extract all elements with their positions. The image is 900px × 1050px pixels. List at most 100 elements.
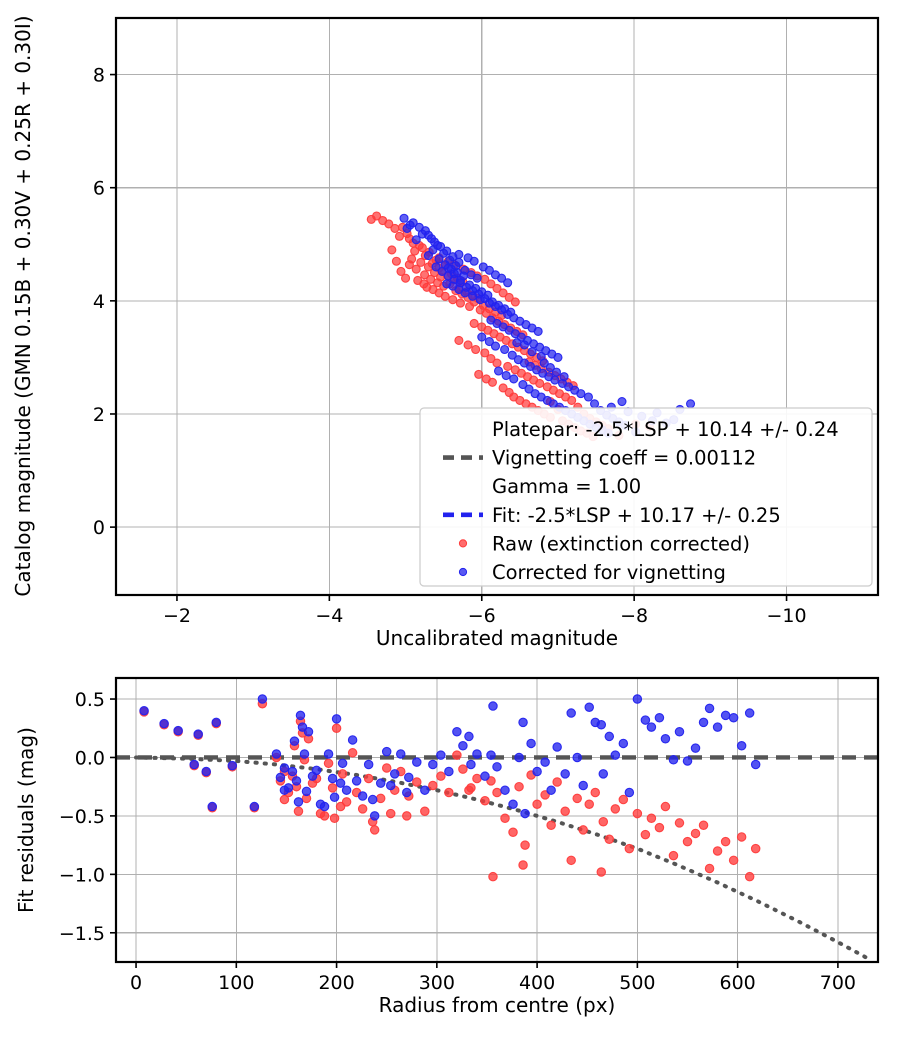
residuals-x-axis-title: Radius from centre (px) xyxy=(379,993,616,1017)
data-point xyxy=(428,759,438,770)
data-point xyxy=(500,813,510,823)
data-point xyxy=(501,370,511,381)
x-tick-label: 0 xyxy=(130,972,142,994)
data-point xyxy=(660,734,671,744)
calibration-data-layer xyxy=(366,211,696,442)
data-point xyxy=(402,787,412,798)
data-point xyxy=(533,326,543,336)
data-point xyxy=(420,785,430,795)
data-point xyxy=(632,694,643,704)
data-point xyxy=(668,850,679,861)
data-point xyxy=(436,771,446,781)
residuals-tick-marks xyxy=(110,698,839,968)
data-point xyxy=(492,358,502,368)
data-point xyxy=(440,291,450,301)
data-point xyxy=(419,279,429,289)
data-point xyxy=(492,283,502,293)
y-tick-label: −1.0 xyxy=(59,864,105,886)
residuals-tick-labels: 0 100 200 300 400 500 600 700 0.5 0.0 −0.5 −1.0 −1.5 xyxy=(59,689,856,994)
data-point xyxy=(319,811,330,821)
data-point xyxy=(381,746,392,757)
data-point xyxy=(508,799,518,809)
data-point xyxy=(646,813,657,823)
y-tick-label: 0.0 xyxy=(75,747,105,769)
data-point xyxy=(560,806,570,816)
data-point xyxy=(720,710,731,721)
data-point xyxy=(411,235,421,245)
data-point xyxy=(303,727,314,737)
data-point xyxy=(472,773,482,784)
data-point xyxy=(399,213,409,223)
data-point xyxy=(640,715,651,725)
data-point xyxy=(193,729,203,739)
data-point xyxy=(369,811,380,821)
calibration-legend[interactable]: Platepar: -2.5*LSP + 10.14 +/- 0.24 Vigne… xyxy=(419,407,873,587)
data-point xyxy=(490,341,501,351)
x-tick-label: 700 xyxy=(820,972,856,994)
x-tick-label: 400 xyxy=(519,972,555,994)
data-point xyxy=(498,383,508,393)
data-point xyxy=(465,301,475,312)
data-point xyxy=(472,749,482,759)
data-point xyxy=(518,380,528,390)
data-point xyxy=(566,708,576,718)
x-tick-label: 500 xyxy=(619,972,655,994)
data-point xyxy=(257,694,268,704)
legend-entry-label: Corrected for vignetting xyxy=(492,561,726,584)
data-point xyxy=(357,791,368,801)
data-point xyxy=(271,749,282,759)
data-point xyxy=(524,384,534,394)
data-point xyxy=(618,794,629,805)
data-point xyxy=(526,738,536,749)
data-point xyxy=(460,288,470,298)
data-point xyxy=(512,338,522,348)
data-point xyxy=(500,344,510,355)
data-point xyxy=(604,731,615,742)
data-point xyxy=(566,855,576,866)
data-point xyxy=(402,811,412,821)
data-point xyxy=(578,825,588,835)
data-point xyxy=(279,763,290,773)
data-point xyxy=(488,871,498,882)
x-tick-label: −2 xyxy=(163,605,191,627)
data-point xyxy=(329,813,340,823)
data-point xyxy=(207,801,218,812)
data-point xyxy=(704,863,715,874)
data-point xyxy=(279,785,290,795)
data-point xyxy=(504,292,514,302)
data-point xyxy=(417,229,427,239)
data-point xyxy=(589,399,600,409)
data-point xyxy=(674,818,685,828)
data-point xyxy=(474,369,484,379)
data-point xyxy=(347,735,358,745)
data-point xyxy=(469,318,479,329)
data-point xyxy=(654,712,665,723)
data-point xyxy=(712,722,723,732)
data-point xyxy=(480,348,490,358)
data-point xyxy=(475,295,485,305)
data-point xyxy=(275,772,286,783)
data-point xyxy=(327,773,338,784)
data-point xyxy=(546,820,556,831)
data-point xyxy=(458,741,468,751)
data-point xyxy=(535,378,545,388)
y-tick-label: 8 xyxy=(93,65,105,87)
data-point xyxy=(567,395,577,405)
data-point xyxy=(412,757,422,767)
calibration-tick-marks xyxy=(110,73,788,601)
data-point xyxy=(646,722,657,732)
data-point xyxy=(552,777,562,787)
data-point xyxy=(604,834,615,845)
data-point xyxy=(444,766,454,777)
data-point xyxy=(173,725,183,736)
data-point xyxy=(385,808,396,819)
data-point xyxy=(357,804,368,814)
calibration-axes-frame xyxy=(114,16,880,597)
data-point xyxy=(654,822,665,833)
data-point xyxy=(536,351,546,361)
data-point xyxy=(736,741,747,751)
residuals-axes-frame xyxy=(114,676,880,964)
data-point xyxy=(337,758,348,769)
data-point xyxy=(458,764,468,774)
